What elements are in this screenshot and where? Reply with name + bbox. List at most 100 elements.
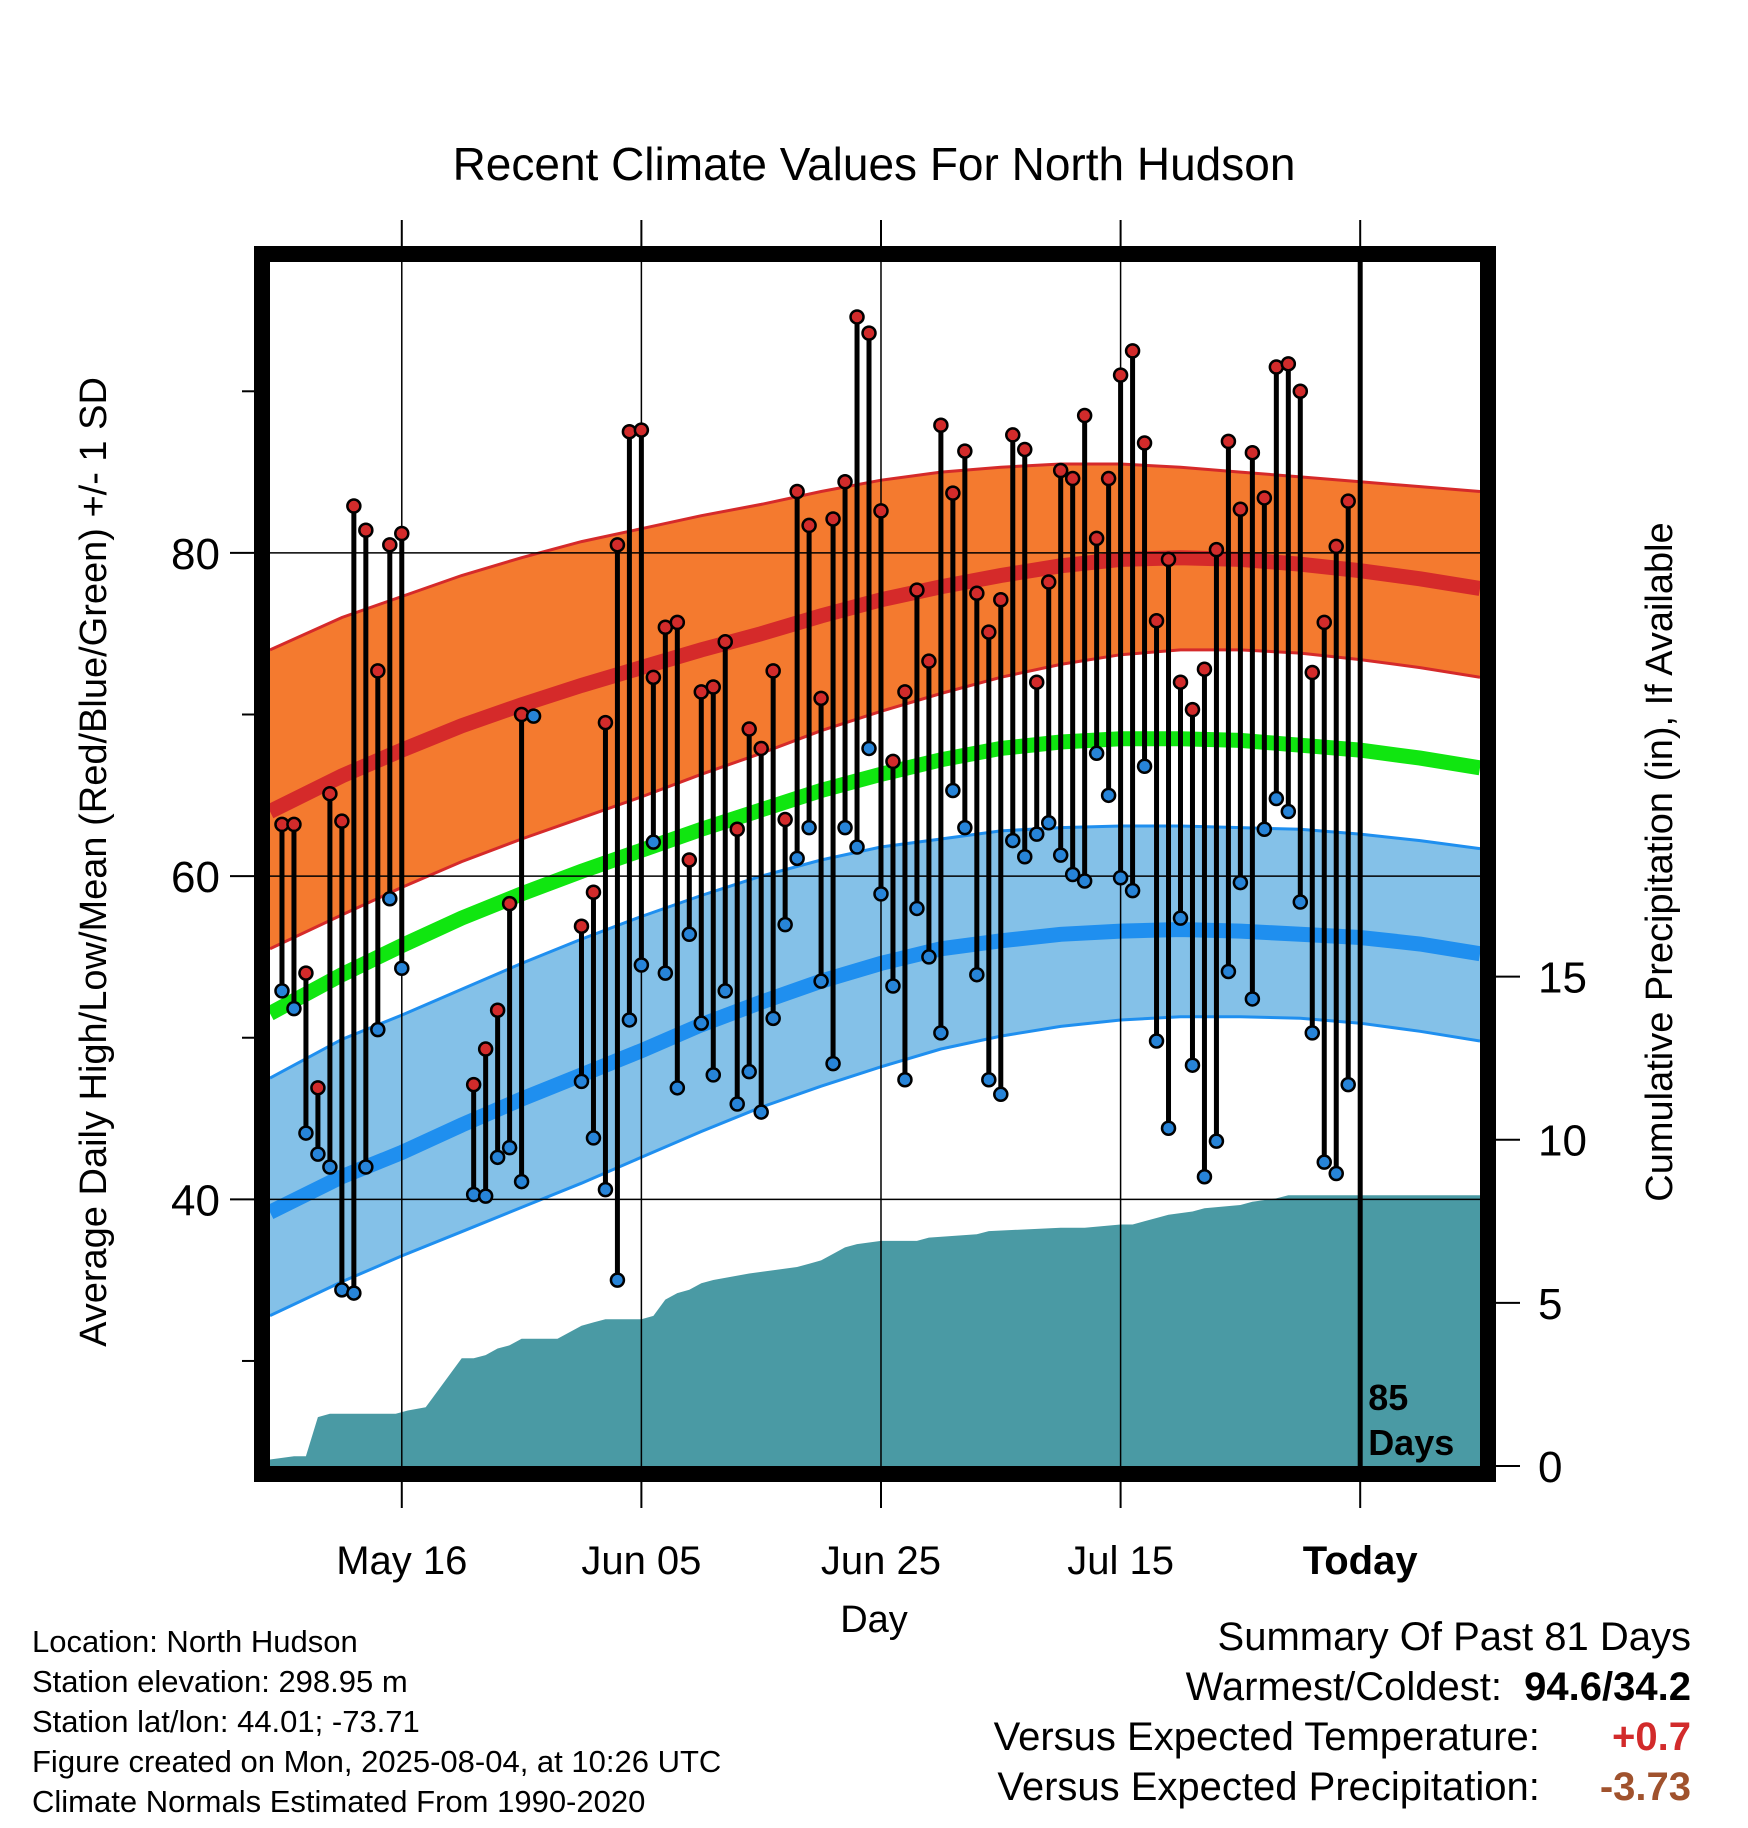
daily-observation — [621, 423, 638, 1028]
daily-low-point — [1064, 866, 1081, 883]
daily-high-point — [1124, 343, 1141, 359]
daily-low-point — [609, 1272, 626, 1288]
x-tick-label: May 16 — [336, 1539, 467, 1583]
daily-high-point — [1220, 433, 1237, 450]
daily-low-point — [573, 1073, 590, 1090]
daily-low-point — [1028, 826, 1045, 842]
daily-observation — [681, 852, 698, 943]
daily-high-point — [705, 679, 722, 695]
daily-observation — [1172, 674, 1189, 926]
daily-high-point — [813, 690, 829, 707]
daily-high-point — [645, 669, 662, 686]
daily-low-point — [885, 978, 901, 994]
daily-high-point — [1256, 490, 1273, 506]
daily-observation — [933, 417, 949, 1041]
latlon-text: Station lat/lon: 44.01; -73.71 — [32, 1704, 420, 1739]
daily-high-point — [1208, 541, 1225, 558]
daily-low-point — [1196, 1168, 1213, 1185]
daily-observation — [741, 721, 757, 1080]
location-text: Location: North Hudson — [32, 1624, 358, 1659]
daily-low-point — [394, 960, 410, 976]
daily-low-point — [753, 1104, 769, 1120]
summary-panel: Summary Of Past 81 Days Warmest/Coldest:… — [994, 1612, 1691, 1812]
daily-low-point — [382, 890, 398, 907]
daily-high-point — [501, 895, 518, 912]
y2-tick-label: 5 — [1538, 1280, 1562, 1329]
daily-low-point — [1328, 1165, 1344, 1182]
daily-low-point — [1112, 869, 1129, 886]
daily-low-point — [765, 1010, 781, 1027]
daily-observation — [274, 816, 290, 999]
daily-observation — [1316, 614, 1333, 1170]
daily-high-point — [885, 753, 901, 770]
daily-low-point — [705, 1067, 722, 1083]
normals-text: Climate Normals Estimated From 1990-2020 — [32, 1784, 646, 1819]
daily-high-point — [585, 884, 602, 901]
daily-high-point — [1292, 383, 1309, 400]
daily-observation — [322, 785, 338, 1175]
daily-observation — [981, 624, 997, 1088]
daily-high-point — [465, 1076, 482, 1093]
daily-low-point — [1340, 1076, 1356, 1093]
precipitation-label: Versus Expected Precipitation: — [997, 1765, 1540, 1809]
daily-observation — [1280, 356, 1297, 820]
daily-observation — [382, 537, 398, 907]
daily-low-point — [849, 839, 865, 855]
daily-low-point — [489, 1149, 506, 1166]
daily-high-point — [669, 614, 686, 631]
daily-observation — [370, 663, 386, 1038]
daily-observation — [849, 309, 865, 855]
daily-high-point — [1148, 613, 1165, 629]
daily-low-point — [1316, 1154, 1333, 1170]
precipitation-area-layer — [270, 1195, 1480, 1466]
daily-low-point — [1268, 790, 1285, 807]
daily-low-point — [693, 1015, 710, 1031]
daily-low-point — [1136, 758, 1153, 774]
daily-observation — [1292, 383, 1309, 910]
daily-low-point — [669, 1080, 686, 1096]
daily-high-point — [1064, 470, 1081, 487]
daily-high-point — [1304, 664, 1321, 681]
daily-high-point — [1028, 674, 1045, 690]
today-days-label: Days — [1368, 1422, 1454, 1463]
daily-high-point — [825, 511, 841, 527]
daily-low-point — [933, 1025, 949, 1041]
daily-observation — [334, 813, 350, 1298]
daily-observation — [1017, 441, 1033, 865]
daily-observation — [1148, 613, 1165, 1049]
daily-observation — [693, 684, 710, 1031]
summary-temperature: Versus Expected Temperature: +0.7 — [994, 1712, 1691, 1762]
daily-observation — [1052, 462, 1069, 863]
daily-observation — [669, 614, 686, 1096]
daily-high-point — [789, 483, 805, 500]
daily-high-point — [1052, 462, 1069, 479]
daily-high-point — [801, 517, 817, 534]
daily-observation — [1076, 407, 1093, 889]
temperature-label: Versus Expected Temperature: — [993, 1715, 1540, 1759]
daily-high-point — [681, 852, 698, 868]
daily-high-point — [969, 585, 985, 602]
daily-observation — [585, 884, 602, 1146]
daily-observation — [645, 669, 662, 850]
daily-observation — [837, 474, 853, 836]
daily-observation — [825, 511, 841, 1072]
daily-high-point — [981, 624, 997, 640]
daily-observation — [705, 679, 722, 1083]
daily-high-point — [609, 537, 626, 553]
daily-high-point — [1100, 470, 1117, 487]
daily-low-point — [1040, 815, 1057, 831]
created-text: Figure created on Mon, 2025-08-04, at 10… — [32, 1744, 722, 1779]
daily-observation — [729, 821, 745, 1112]
daily-low-point — [370, 1021, 386, 1038]
daily-high-point — [909, 582, 925, 598]
daily-high-point — [837, 474, 853, 490]
daily-low-point — [909, 900, 925, 917]
daily-observation — [1208, 541, 1225, 1149]
summary-title: Summary Of Past 81 Days — [1217, 1615, 1691, 1659]
y2-tick-label: 10 — [1538, 1117, 1587, 1166]
daily-high-point — [370, 663, 386, 679]
daily-observation — [1028, 674, 1045, 842]
daily-low-point — [969, 966, 985, 983]
warmest-coldest-value: 94.6/34.2 — [1524, 1665, 1691, 1709]
daily-observations-layer — [274, 309, 1356, 1301]
